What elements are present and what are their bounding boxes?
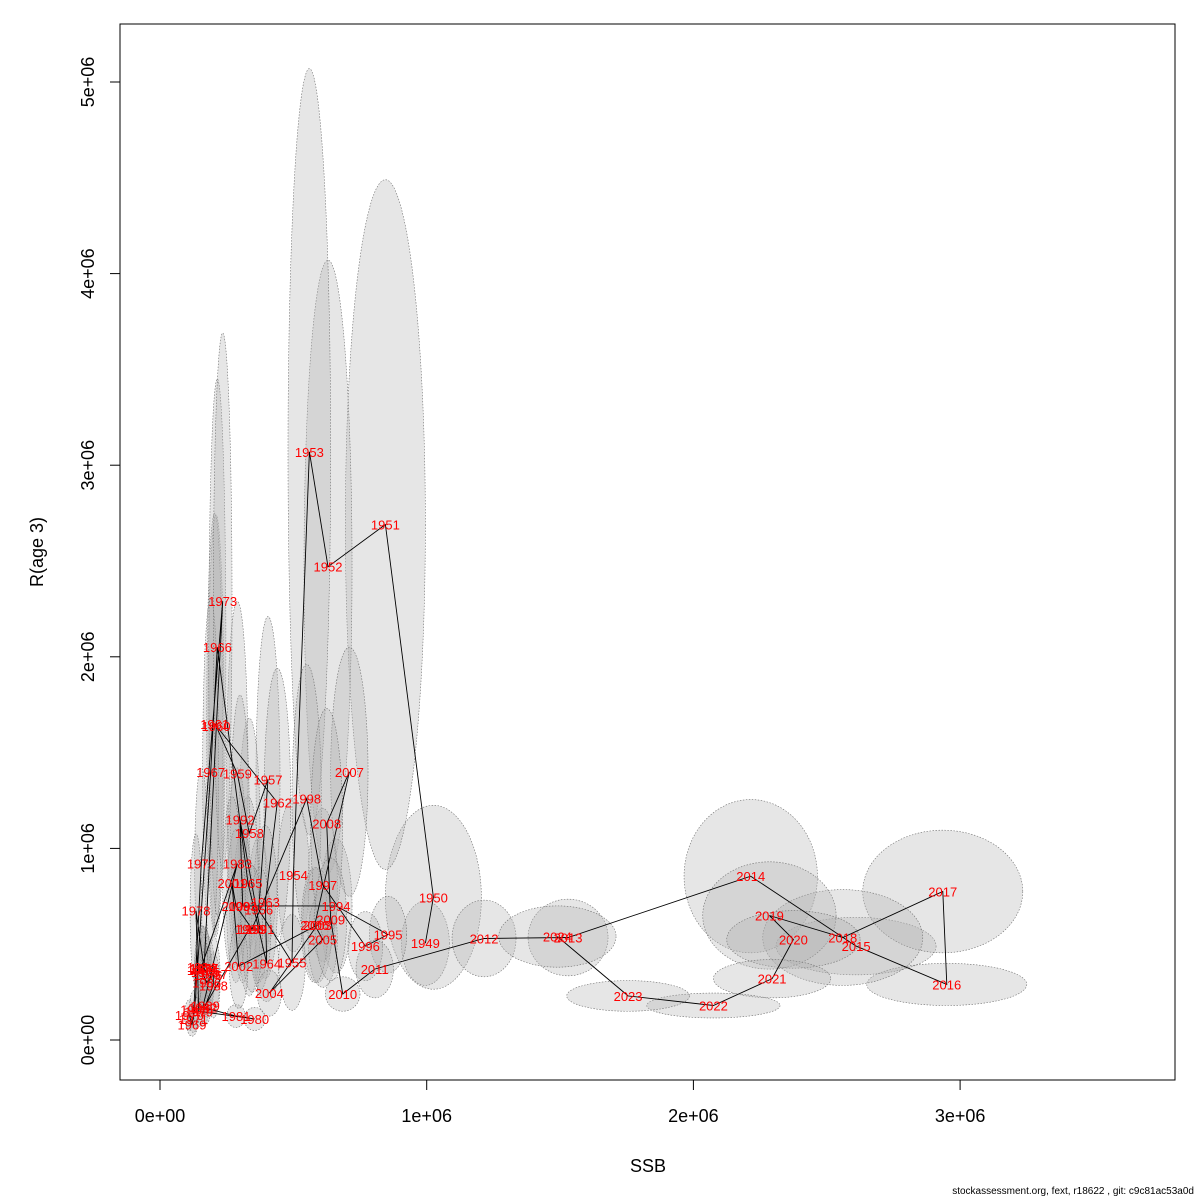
- year-label-2008: 2008: [312, 816, 341, 831]
- ellipse-1949: [401, 900, 450, 986]
- year-label-2001: 2001: [218, 876, 247, 891]
- year-label-1981: 1981: [222, 1009, 251, 1024]
- y-tick-label: 5e+06: [78, 57, 98, 108]
- year-label-1977: 1977: [190, 961, 219, 976]
- year-label-2023: 2023: [614, 989, 643, 1004]
- year-label-2010: 2010: [328, 987, 357, 1002]
- year-label-1963: 1963: [251, 895, 280, 910]
- year-label-1949: 1949: [411, 936, 440, 951]
- x-tick-label: 1e+06: [401, 1106, 452, 1126]
- year-label-2002: 2002: [224, 959, 253, 974]
- year-label-2024: 2024: [543, 930, 572, 945]
- year-label-2003: 2003: [303, 918, 332, 933]
- year-label-1965: 1965: [234, 876, 263, 891]
- year-label-1994: 1994: [322, 899, 351, 914]
- year-label-1986: 1986: [192, 976, 221, 991]
- year-label-1974: 1974: [190, 962, 219, 977]
- year-label-2019: 2019: [755, 908, 784, 923]
- year-label-1969: 1969: [178, 1018, 207, 1033]
- year-label-1953: 1953: [295, 445, 324, 460]
- y-axis: 0e+00 1e+06 2e+06 3e+06 4e+06 5e+06: [78, 57, 121, 1066]
- year-labels: 1949 1950 1951 1952 1953 1954 1955 1956 1957 1958…: [175, 445, 961, 1033]
- y-tick-label: 2e+06: [78, 632, 98, 683]
- year-label-1966: 1966: [203, 640, 232, 655]
- year-label-1979: 1979: [184, 1004, 213, 1019]
- year-label-1996: 1996: [351, 939, 380, 954]
- year-label-2016: 2016: [932, 977, 961, 992]
- year-label-2018: 2018: [828, 930, 857, 945]
- year-label-1956: 1956: [244, 903, 273, 918]
- year-label-1973: 1973: [208, 594, 237, 609]
- year-label-1954: 1954: [279, 868, 308, 883]
- year-label-1962: 1962: [263, 795, 292, 810]
- footer-credit: stockassessment.org, fext, r18622 , git:…: [952, 1186, 1194, 1197]
- year-label-1968: 1968: [180, 1002, 209, 1017]
- year-label-1957: 1957: [254, 772, 283, 787]
- year-label-1970: 1970: [175, 1008, 204, 1023]
- y-tick-label: 1e+06: [78, 823, 98, 874]
- year-label-1972: 1972: [187, 857, 216, 872]
- year-label-1995: 1995: [374, 928, 403, 943]
- x-tick-label: 2e+06: [668, 1106, 719, 1126]
- year-label-1971: 1971: [179, 1012, 208, 1027]
- year-label-1958: 1958: [235, 826, 264, 841]
- year-label-2004: 2004: [255, 986, 284, 1001]
- year-label-1975: 1975: [191, 965, 220, 980]
- y-tick-label: 4e+06: [78, 248, 98, 299]
- year-label-2005: 2005: [308, 932, 337, 947]
- year-label-2009: 2009: [316, 912, 345, 927]
- year-label-1993: 1993: [228, 899, 257, 914]
- trajectory-path: [188, 451, 948, 1025]
- year-label-2020: 2020: [779, 932, 808, 947]
- year-label-1978: 1978: [182, 904, 211, 919]
- year-label-1976: 1976: [194, 968, 223, 983]
- year-label-1982: 1982: [188, 1000, 217, 1015]
- trajectory-line: [188, 451, 948, 1025]
- year-label-2015: 2015: [842, 939, 871, 954]
- x-tick-label: 0e+00: [135, 1106, 186, 1126]
- year-label-1983: 1983: [223, 857, 252, 872]
- year-label-1985: 1985: [187, 963, 216, 978]
- year-label-2006: 2006: [300, 918, 329, 933]
- year-label-2014: 2014: [736, 869, 765, 884]
- year-label-1998: 1998: [292, 792, 321, 807]
- y-tick-label: 0e+00: [78, 1015, 98, 1066]
- year-label-1989: 1989: [191, 999, 220, 1014]
- year-label-2007: 2007: [335, 765, 364, 780]
- year-label-1961: 1961: [200, 717, 229, 732]
- year-label-1960: 1960: [202, 719, 231, 734]
- year-label-1988: 1988: [199, 978, 228, 993]
- year-label-1955: 1955: [278, 955, 307, 970]
- year-label-1992: 1992: [226, 813, 255, 828]
- y-tick-label: 3e+06: [78, 440, 98, 491]
- uncertainty-ellipses: [184, 68, 1028, 1037]
- year-label-1964: 1964: [252, 956, 281, 971]
- year-label-1959: 1959: [223, 767, 252, 782]
- y-axis-label: R(age 3): [27, 517, 47, 587]
- x-axis-label: SSB: [630, 1156, 666, 1176]
- year-label-1987: 1987: [199, 967, 228, 982]
- year-label-2022: 2022: [699, 999, 728, 1014]
- year-label-1990: 1990: [235, 922, 264, 937]
- year-label-1991: 1991: [246, 922, 275, 937]
- year-label-1997: 1997: [308, 878, 337, 893]
- year-label-1951: 1951: [371, 518, 400, 533]
- year-label-1999: 1999: [238, 922, 267, 937]
- year-label-1950: 1950: [419, 890, 448, 905]
- year-label-2012: 2012: [470, 931, 499, 946]
- year-label-1967: 1967: [196, 765, 225, 780]
- year-label-2017: 2017: [928, 885, 957, 900]
- year-label-1980: 1980: [240, 1012, 269, 1027]
- year-label-1984: 1984: [187, 960, 216, 975]
- year-label-2021: 2021: [758, 972, 787, 987]
- x-tick-label: 3e+06: [935, 1106, 986, 1126]
- year-label-2011: 2011: [361, 962, 389, 977]
- year-label-1952: 1952: [314, 560, 343, 575]
- x-axis: 0e+00 1e+06 2e+06 3e+06: [135, 1079, 986, 1126]
- year-label-2000: 2000: [222, 899, 251, 914]
- year-label-2013: 2013: [554, 930, 583, 945]
